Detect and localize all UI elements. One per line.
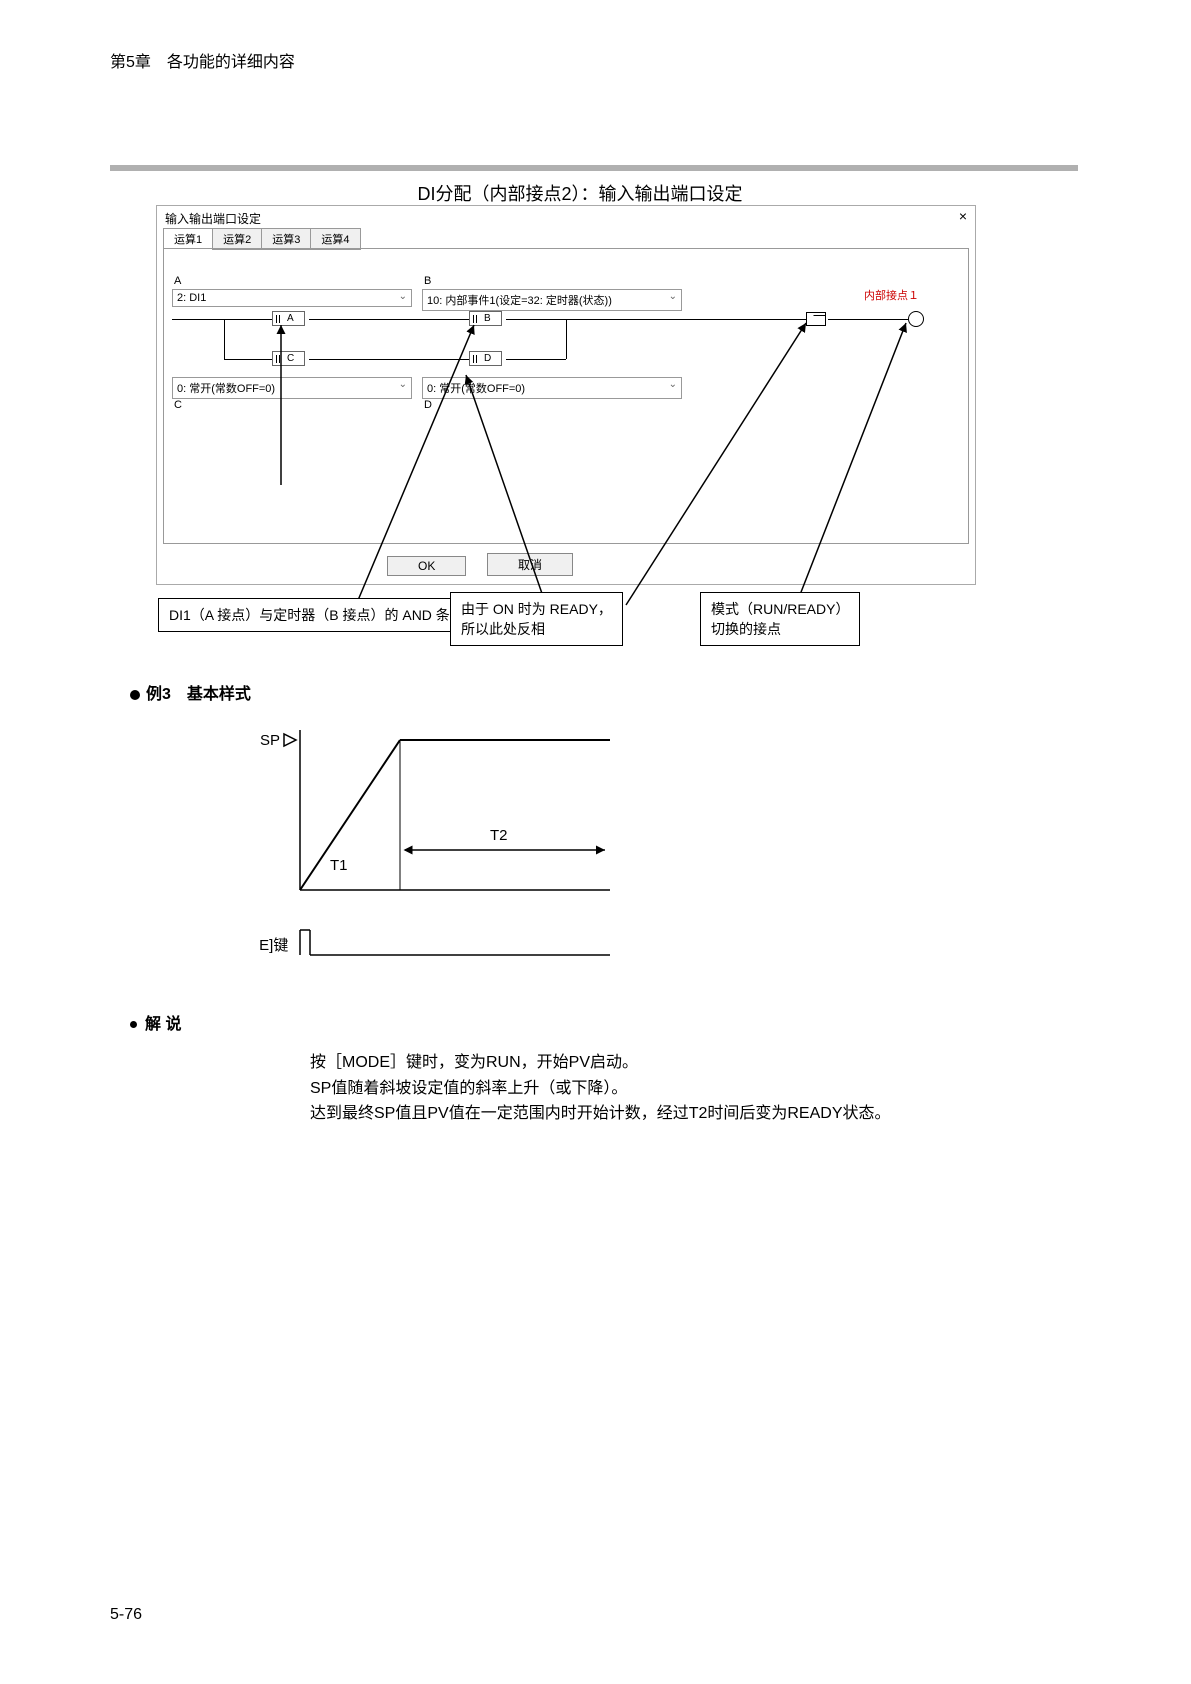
bullet-icon bbox=[130, 690, 140, 700]
not-gate bbox=[806, 312, 826, 326]
tab-op1[interactable]: 运算1 bbox=[163, 228, 213, 250]
contact-D: D bbox=[469, 351, 502, 366]
annotation-2-l2: 所以此处反相 bbox=[461, 619, 612, 639]
output-coil bbox=[908, 311, 924, 327]
section-title: DI分配（内部接点2）：输入输出端口设定 bbox=[300, 180, 860, 206]
page-number: 5-76 bbox=[110, 1606, 142, 1624]
contact-A: A bbox=[272, 311, 305, 326]
explain-p2: SP值随着斜坡设定值的斜率上升（或下降）。 bbox=[310, 1076, 950, 1102]
explain-heading: 解 说 bbox=[130, 1010, 181, 1034]
output-label: 内部接点１ bbox=[864, 287, 919, 303]
tab-op4[interactable]: 运算4 bbox=[310, 228, 360, 250]
chapter-header: 第5章 各功能的详细内容 bbox=[110, 48, 295, 72]
explain-p3: 达到最终SP值且PV值在一定范围内时开始计数，经过T2时间后变为READY状态。 bbox=[310, 1101, 950, 1127]
explain-p1: 按［MODE］键时，变为RUN，开始PV启动。 bbox=[310, 1050, 950, 1076]
annotation-1: DI1（A 接点）与定时器（B 接点）的 AND 条件 bbox=[158, 598, 475, 632]
contact-C: C bbox=[272, 351, 305, 366]
mode-key-label: [MODE]键 bbox=[260, 937, 288, 954]
select-D[interactable]: 0: 常开(常数OFF=0) bbox=[422, 377, 682, 399]
ramp-chart: SP T1 T2 [MODE]键 bbox=[260, 710, 680, 990]
bullet-icon bbox=[130, 1021, 137, 1028]
tab-op3[interactable]: 运算3 bbox=[261, 228, 311, 250]
t1-label: T1 bbox=[330, 857, 348, 874]
label-B: B bbox=[424, 275, 431, 287]
annotation-2-l1: 由于 ON 时为 READY， bbox=[461, 599, 612, 619]
ok-button[interactable]: OK bbox=[387, 556, 466, 576]
label-C: C bbox=[174, 399, 182, 411]
annotation-3-l2: 切换的接点 bbox=[711, 619, 849, 639]
sp-label: SP bbox=[260, 732, 280, 749]
dialog-title: 输入输出端口设定 bbox=[165, 210, 261, 227]
explain-heading-text: 解 说 bbox=[145, 1016, 181, 1033]
tab-op2[interactable]: 运算2 bbox=[212, 228, 262, 250]
tab-body: A B 2: DI1 10: 内部事件1(设定=32: 定时器(状态)) 内部接… bbox=[163, 248, 969, 544]
select-C[interactable]: 0: 常开(常数OFF=0) bbox=[172, 377, 412, 399]
cancel-button[interactable]: 取消 bbox=[487, 553, 573, 576]
divider-bar bbox=[110, 165, 1078, 171]
io-settings-dialog: 输入输出端口设定 × 运算1 运算2 运算3 运算4 A B 2: DI1 10… bbox=[156, 205, 976, 585]
label-A: A bbox=[174, 275, 181, 287]
example3-heading: 例3 基本样式 bbox=[130, 680, 251, 704]
tab-bar: 运算1 运算2 运算3 运算4 bbox=[163, 228, 360, 250]
contact-B: B bbox=[469, 311, 502, 326]
example3-heading-text: 例3 基本样式 bbox=[146, 686, 251, 703]
annotation-3-l1: 模式（RUN/READY） bbox=[711, 599, 849, 619]
select-A[interactable]: 2: DI1 bbox=[172, 289, 412, 307]
annotation-3: 模式（RUN/READY） 切换的接点 bbox=[700, 592, 860, 646]
label-D: D bbox=[424, 399, 432, 411]
t2-label: T2 bbox=[490, 827, 508, 844]
select-B[interactable]: 10: 内部事件1(设定=32: 定时器(状态)) bbox=[422, 289, 682, 311]
explain-body: 按［MODE］键时，变为RUN，开始PV启动。 SP值随着斜坡设定值的斜率上升（… bbox=[310, 1050, 950, 1127]
annotation-2: 由于 ON 时为 READY， 所以此处反相 bbox=[450, 592, 623, 646]
close-icon[interactable]: × bbox=[959, 208, 967, 224]
